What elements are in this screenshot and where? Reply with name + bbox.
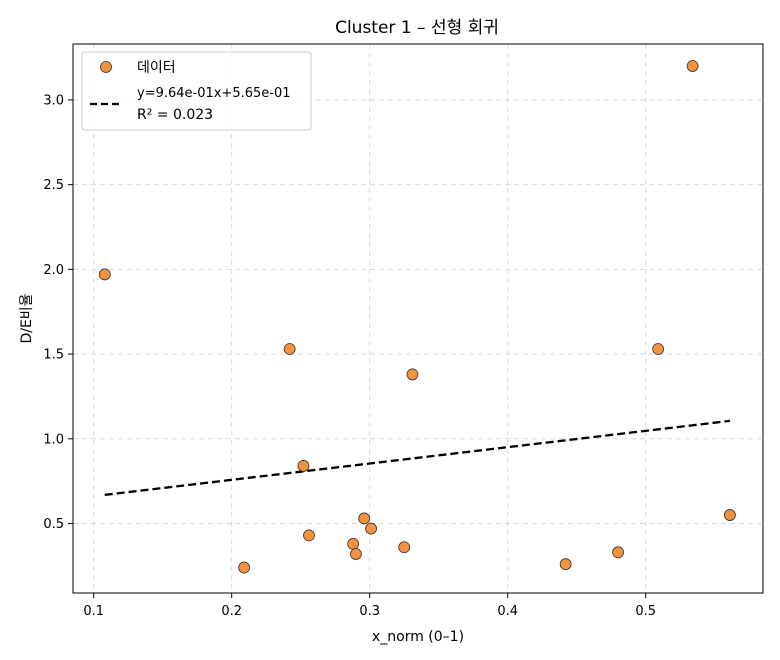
y-tick-label: 1.0	[43, 432, 64, 447]
y-tick-label: 3.0	[43, 93, 64, 108]
x-tick-label: 0.2	[221, 604, 242, 619]
data-point	[98, 268, 111, 281]
data-point	[652, 343, 665, 355]
data-point	[238, 561, 251, 574]
data-point	[297, 460, 310, 472]
x-axis-label: x_norm (0–1)	[372, 629, 464, 645]
data-point	[349, 548, 362, 560]
data-point	[365, 522, 377, 535]
legend-box	[81, 51, 312, 131]
y-tick-label: 0.5	[43, 517, 64, 532]
y-tick-label: 2.0	[43, 263, 64, 278]
data-point	[303, 529, 315, 542]
x-tick-label: 0.5	[635, 604, 656, 619]
x-tick-label: 0.4	[497, 604, 518, 619]
data-point	[612, 546, 624, 559]
data-point	[723, 509, 736, 521]
scatter-points	[98, 60, 736, 574]
x-axis-ticks: 0.1 0.2 0.3 0.4 0.5	[83, 593, 656, 619]
data-point	[347, 537, 360, 550]
x-tick-label: 0.3	[359, 604, 380, 619]
data-point	[559, 558, 572, 571]
regression-line-group	[104, 419, 731, 497]
grid-lines	[73, 44, 763, 593]
y-axis-ticks: 0.5 1.0 1.5 2.0 2.5 3.0	[43, 93, 73, 532]
data-point	[406, 368, 419, 381]
legend-label-fit-equation: y=9.64e-01x+5.65e-01	[137, 86, 291, 101]
y-axis-label: D/E비율	[19, 293, 35, 343]
y-tick-label: 2.5	[43, 178, 64, 193]
data-point	[358, 512, 371, 525]
data-point	[283, 343, 296, 355]
y-tick-label: 1.5	[43, 348, 64, 363]
legend-marker-data	[100, 61, 112, 73]
legend: 데이터 y=9.64e-01x+5.65e-01 R² = 0.023	[81, 51, 312, 131]
legend-label-data: 데이터	[137, 60, 176, 76]
data-point	[686, 60, 699, 72]
regression-line	[104, 419, 731, 497]
legend-label-r2: R² = 0.023	[137, 107, 213, 123]
data-point	[398, 541, 411, 554]
chart-title: Cluster 1 – 선형 회귀	[335, 18, 499, 38]
plot-area-frame	[72, 43, 764, 594]
x-tick-label: 0.1	[83, 604, 104, 619]
